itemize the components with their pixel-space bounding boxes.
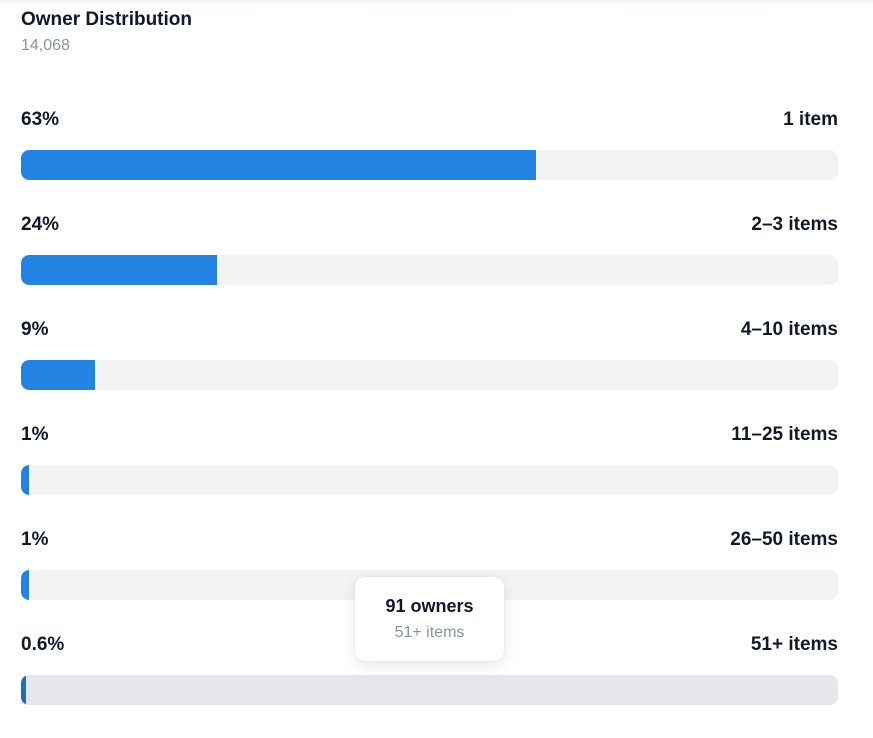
tooltip-owners: 91 owners: [385, 596, 474, 616]
row-percent: 9%: [21, 319, 49, 340]
bar-fill: [21, 675, 26, 705]
bar-fill: [21, 465, 30, 495]
bar-track[interactable]: [21, 255, 838, 285]
row-range: 11–25 items: [731, 424, 838, 445]
row-percent: 1%: [21, 529, 49, 550]
bar-tooltip: 91 owners 51+ items: [355, 577, 504, 661]
total-owners-count: 14,068: [21, 37, 70, 54]
row-range: 26–50 items: [730, 529, 838, 550]
bar-fill: [21, 150, 536, 180]
row-range: 4–10 items: [740, 319, 838, 340]
distribution-list: 63% 1 item 24% 2–3 items 9% 4–10 items 1…: [21, 108, 838, 738]
card-header: Owner Distribution 14,068: [21, 8, 192, 56]
tooltip-range: 51+ items: [394, 624, 465, 641]
top-divider: [0, 0, 873, 4]
row-range: 51+ items: [750, 634, 838, 655]
distribution-row-hovered[interactable]: 0.6% 51+ items: [21, 633, 838, 738]
bar-fill: [21, 360, 95, 390]
row-range: 1 item: [783, 109, 838, 130]
bar-fill: [21, 570, 30, 600]
distribution-row[interactable]: 9% 4–10 items: [21, 318, 838, 423]
row-percent: 24%: [21, 214, 60, 235]
row-percent: 0.6%: [21, 634, 65, 655]
bar-track[interactable]: [21, 150, 838, 180]
row-range: 2–3 items: [751, 214, 838, 235]
card-title: Owner Distribution: [21, 9, 192, 30]
distribution-row[interactable]: 1% 11–25 items: [21, 423, 838, 528]
distribution-row[interactable]: 24% 2–3 items: [21, 213, 838, 318]
row-percent: 1%: [21, 424, 49, 445]
distribution-row[interactable]: 63% 1 item: [21, 108, 838, 213]
bar-fill: [21, 255, 218, 285]
row-percent: 63%: [21, 109, 60, 130]
bar-track[interactable]: [21, 360, 838, 390]
bar-track[interactable]: [21, 675, 838, 705]
bar-track[interactable]: [21, 465, 838, 495]
